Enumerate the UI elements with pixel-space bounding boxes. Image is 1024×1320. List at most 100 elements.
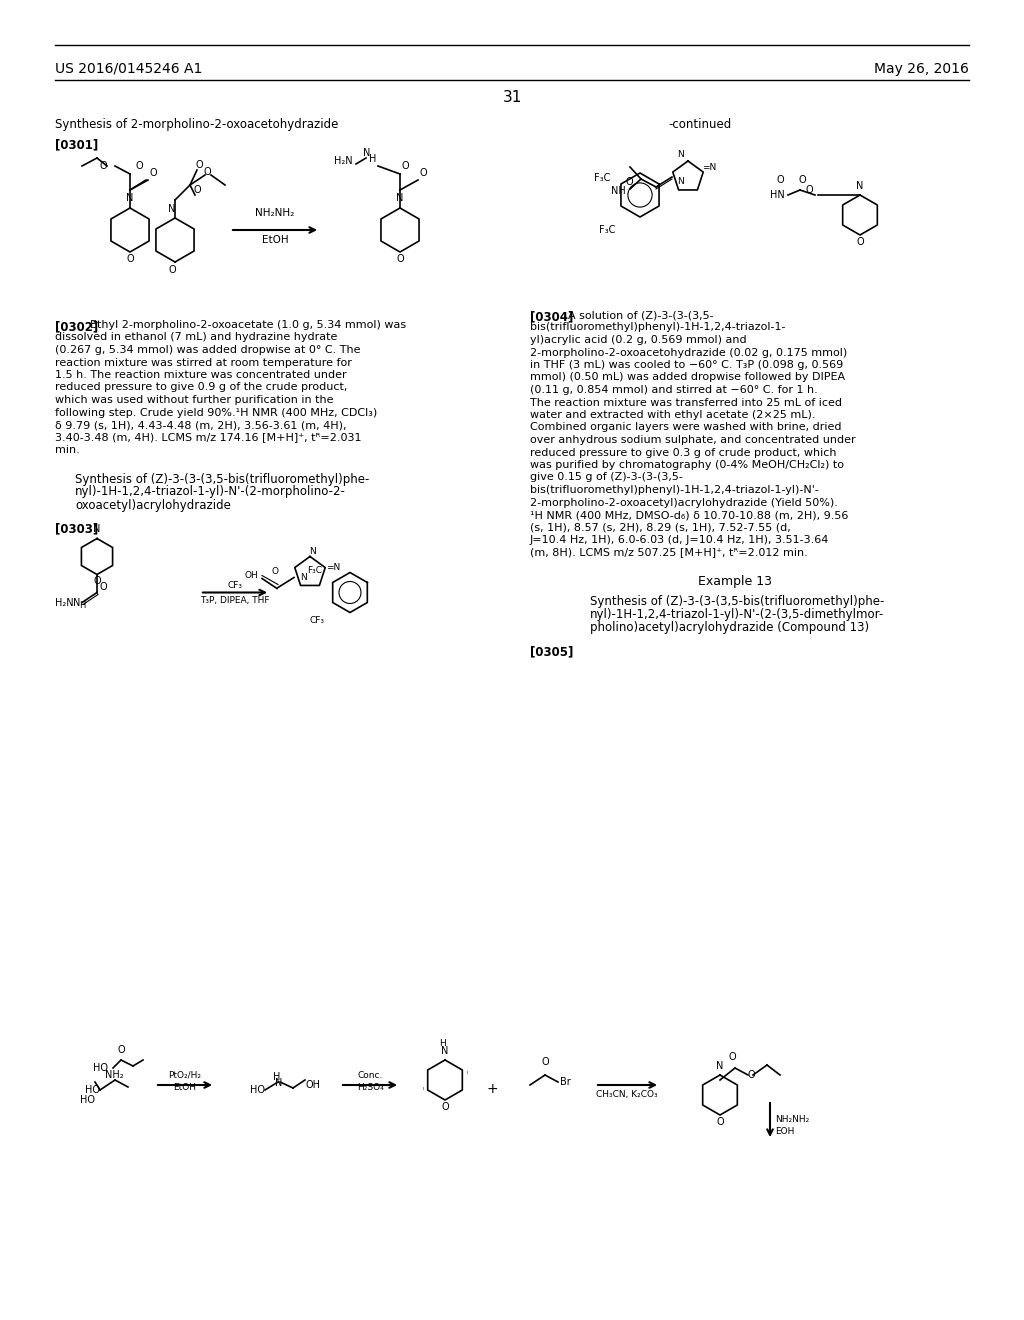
Text: EOH: EOH bbox=[775, 1127, 795, 1137]
Text: O: O bbox=[135, 161, 142, 172]
Text: [0305]: [0305] bbox=[530, 645, 573, 657]
Text: O: O bbox=[776, 176, 783, 185]
Text: in THF (3 mL) was cooled to −60° C. T₃P (0.098 g, 0.569: in THF (3 mL) was cooled to −60° C. T₃P … bbox=[530, 360, 843, 370]
Text: OH: OH bbox=[305, 1080, 319, 1090]
Text: (s, 1H), 8.57 (s, 2H), 8.29 (s, 1H), 7.52-7.55 (d,: (s, 1H), 8.57 (s, 2H), 8.29 (s, 1H), 7.5… bbox=[530, 523, 791, 532]
Text: min.: min. bbox=[55, 445, 80, 455]
Text: O: O bbox=[626, 177, 633, 187]
Text: Synthesis of (Z)-3-(3-(3,5-bis(trifluoromethyl)phe-: Synthesis of (Z)-3-(3-(3,5-bis(trifluoro… bbox=[75, 473, 370, 486]
Text: O: O bbox=[728, 1052, 736, 1063]
Text: 2-morpholino-2-oxoacetohydrazide (0.02 g, 0.175 mmol): 2-morpholino-2-oxoacetohydrazide (0.02 g… bbox=[530, 347, 847, 358]
Text: NH: NH bbox=[611, 186, 626, 195]
Text: N: N bbox=[677, 150, 683, 158]
Text: Synthesis of 2-morpholino-2-oxoacetohydrazide: Synthesis of 2-morpholino-2-oxoacetohydr… bbox=[55, 117, 338, 131]
Text: May 26, 2016: May 26, 2016 bbox=[874, 62, 969, 77]
Text: 1.5 h. The reaction mixture was concentrated under: 1.5 h. The reaction mixture was concentr… bbox=[55, 370, 347, 380]
Text: O: O bbox=[798, 176, 806, 185]
Text: The reaction mixture was transferred into 25 mL of iced: The reaction mixture was transferred int… bbox=[530, 397, 842, 408]
Text: yl)acrylic acid (0.2 g, 0.569 mmol) and: yl)acrylic acid (0.2 g, 0.569 mmol) and bbox=[530, 335, 746, 345]
Text: F₃C: F₃C bbox=[599, 224, 615, 235]
Text: Ethyl 2-morpholino-2-oxoacetate (1.0 g, 5.34 mmol) was: Ethyl 2-morpholino-2-oxoacetate (1.0 g, … bbox=[90, 319, 407, 330]
Text: ¹H NMR (400 MHz, DMSO-d₆) δ 10.70-10.88 (m, 2H), 9.56: ¹H NMR (400 MHz, DMSO-d₆) δ 10.70-10.88 … bbox=[530, 510, 848, 520]
Text: N: N bbox=[93, 524, 100, 535]
Text: CF₃: CF₃ bbox=[310, 616, 325, 624]
Text: reaction mixture was stirred at room temperature for: reaction mixture was stirred at room tem… bbox=[55, 358, 352, 367]
Text: O: O bbox=[420, 168, 428, 178]
Text: N: N bbox=[856, 181, 863, 191]
Text: N: N bbox=[308, 548, 315, 557]
Text: (0.11 g, 0.854 mmol) and stirred at −60° C. for 1 h.: (0.11 g, 0.854 mmol) and stirred at −60°… bbox=[530, 385, 818, 395]
Text: bis(trifluoromethyl)phenyl)-1H-1,2,4-triazol-1-: bis(trifluoromethyl)phenyl)-1H-1,2,4-tri… bbox=[530, 322, 785, 333]
Text: F₃C: F₃C bbox=[594, 173, 610, 183]
Text: J=10.4 Hz, 1H), 6.0-6.03 (d, J=10.4 Hz, 1H), 3.51-3.64: J=10.4 Hz, 1H), 6.0-6.03 (d, J=10.4 Hz, … bbox=[530, 535, 829, 545]
Text: ˡ: ˡ bbox=[467, 1072, 468, 1078]
Text: which was used without further purification in the: which was used without further purificat… bbox=[55, 395, 334, 405]
Text: O: O bbox=[396, 253, 403, 264]
Text: HO: HO bbox=[80, 1096, 95, 1105]
Text: dissolved in ethanol (7 mL) and hydrazine hydrate: dissolved in ethanol (7 mL) and hydrazin… bbox=[55, 333, 337, 342]
Text: Combined organic layers were washed with brine, dried: Combined organic layers were washed with… bbox=[530, 422, 842, 433]
Text: oxoacetyl)acrylohydrazide: oxoacetyl)acrylohydrazide bbox=[75, 499, 230, 511]
Text: O: O bbox=[150, 168, 158, 178]
Text: US 2016/0145246 A1: US 2016/0145246 A1 bbox=[55, 62, 203, 77]
Text: O: O bbox=[542, 1057, 549, 1067]
Text: HO: HO bbox=[93, 1063, 108, 1073]
Text: OH: OH bbox=[245, 572, 258, 579]
Text: reduced pressure to give 0.3 g of crude product, which: reduced pressure to give 0.3 g of crude … bbox=[530, 447, 837, 458]
Text: =N: =N bbox=[326, 564, 340, 572]
Text: N: N bbox=[275, 1078, 283, 1088]
Text: 31: 31 bbox=[503, 90, 521, 106]
Text: [0303]: [0303] bbox=[55, 523, 98, 536]
Text: Conc.: Conc. bbox=[357, 1071, 383, 1080]
Text: N: N bbox=[677, 177, 684, 186]
Text: H: H bbox=[273, 1072, 281, 1082]
Text: O: O bbox=[441, 1102, 449, 1111]
Text: HO: HO bbox=[250, 1085, 265, 1096]
Text: T₃P, DIPEA, THF: T₃P, DIPEA, THF bbox=[201, 595, 269, 605]
Text: NH₂NH₂: NH₂NH₂ bbox=[255, 209, 295, 218]
Text: EtOH: EtOH bbox=[173, 1082, 197, 1092]
Text: Example 13: Example 13 bbox=[698, 576, 772, 587]
Text: H₂N: H₂N bbox=[335, 156, 353, 166]
Text: over anhydrous sodium sulphate, and concentrated under: over anhydrous sodium sulphate, and conc… bbox=[530, 436, 856, 445]
Text: O: O bbox=[194, 185, 202, 195]
Text: O: O bbox=[402, 161, 410, 172]
Text: (0.267 g, 5.34 mmol) was added dropwise at 0° C. The: (0.267 g, 5.34 mmol) was added dropwise … bbox=[55, 345, 360, 355]
Text: [0301]: [0301] bbox=[55, 139, 98, 150]
Text: nyl)-1H-1,2,4-triazol-1-yl)-N'-(2-(3,5-dimethylmor-: nyl)-1H-1,2,4-triazol-1-yl)-N'-(2-(3,5-d… bbox=[590, 609, 885, 620]
Text: reduced pressure to give 0.9 g of the crude product,: reduced pressure to give 0.9 g of the cr… bbox=[55, 383, 347, 392]
Text: =N: =N bbox=[702, 162, 716, 172]
Text: N: N bbox=[441, 1045, 449, 1056]
Text: mmol) (0.50 mL) was added dropwise followed by DIPEA: mmol) (0.50 mL) was added dropwise follo… bbox=[530, 372, 845, 383]
Text: N: N bbox=[396, 193, 403, 203]
Text: 2-morpholino-2-oxoacetyl)acrylohydrazide (Yield 50%).: 2-morpholino-2-oxoacetyl)acrylohydrazide… bbox=[530, 498, 838, 507]
Text: N: N bbox=[300, 573, 307, 582]
Text: O: O bbox=[126, 253, 134, 264]
Text: following step. Crude yield 90%.¹H NMR (400 MHz, CDCl₃): following step. Crude yield 90%.¹H NMR (… bbox=[55, 408, 377, 417]
Text: N: N bbox=[73, 598, 80, 609]
Text: CH₃CN, K₂CO₃: CH₃CN, K₂CO₃ bbox=[596, 1090, 657, 1100]
Text: O: O bbox=[748, 1071, 756, 1080]
Text: was purified by chromatography (0-4% MeOH/CH₂Cl₂) to: was purified by chromatography (0-4% MeO… bbox=[530, 459, 844, 470]
Text: O: O bbox=[100, 582, 108, 593]
Text: O: O bbox=[99, 161, 106, 172]
Text: [0304]: [0304] bbox=[530, 310, 573, 323]
Text: A solution of (Z)-3-(3-(3,5-: A solution of (Z)-3-(3-(3,5- bbox=[568, 310, 714, 319]
Text: 3.40-3.48 (m, 4H). LCMS m/z 174.16 [M+H]⁺, tᴿ=2.031: 3.40-3.48 (m, 4H). LCMS m/z 174.16 [M+H]… bbox=[55, 433, 361, 442]
Text: NH₂: NH₂ bbox=[105, 1071, 124, 1080]
Text: H: H bbox=[79, 601, 85, 610]
Text: H₂N: H₂N bbox=[55, 598, 74, 607]
Text: H₂SO₄: H₂SO₄ bbox=[356, 1082, 383, 1092]
Text: CF₃: CF₃ bbox=[227, 581, 243, 590]
Text: N: N bbox=[717, 1061, 724, 1071]
Text: N: N bbox=[362, 148, 370, 158]
Text: EtOH: EtOH bbox=[262, 235, 289, 246]
Text: NH₂NH₂: NH₂NH₂ bbox=[775, 1115, 809, 1125]
Text: O: O bbox=[716, 1117, 724, 1127]
Text: give 0.15 g of (Z)-3-(3-(3,5-: give 0.15 g of (Z)-3-(3-(3,5- bbox=[530, 473, 683, 483]
Text: δ 9.79 (s, 1H), 4.43-4.48 (m, 2H), 3.56-3.61 (m, 4H),: δ 9.79 (s, 1H), 4.43-4.48 (m, 2H), 3.56-… bbox=[55, 420, 346, 430]
Text: O: O bbox=[856, 238, 864, 247]
Text: nyl)-1H-1,2,4-triazol-1-yl)-N'-(2-morpholino-2-: nyl)-1H-1,2,4-triazol-1-yl)-N'-(2-morpho… bbox=[75, 486, 346, 499]
Text: H: H bbox=[369, 154, 376, 164]
Text: water and extracted with ethyl acetate (2×25 mL).: water and extracted with ethyl acetate (… bbox=[530, 411, 815, 420]
